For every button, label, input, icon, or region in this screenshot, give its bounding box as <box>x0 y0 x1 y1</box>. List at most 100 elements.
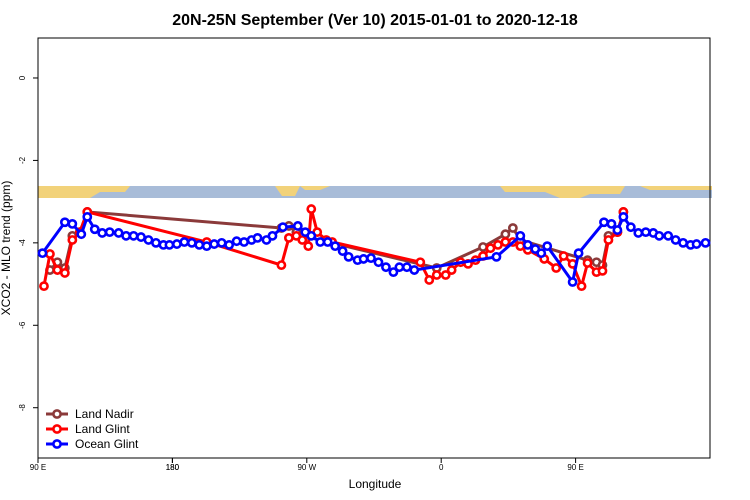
point <box>515 230 526 241</box>
legend-label: Ocean Glint <box>75 437 139 451</box>
point <box>45 249 55 259</box>
legend-label: Land Glint <box>75 422 130 436</box>
point <box>216 237 227 248</box>
y-tick-label: -2 <box>18 156 27 164</box>
point <box>303 241 314 252</box>
point <box>603 235 614 245</box>
point <box>315 237 326 247</box>
point <box>670 235 681 245</box>
point <box>82 211 93 222</box>
point <box>59 268 70 278</box>
y-axis-label: XCO2 - MLO trend (ppm) <box>0 181 13 316</box>
point <box>239 237 249 247</box>
point <box>493 240 503 250</box>
point <box>500 229 511 240</box>
point <box>52 265 63 275</box>
point <box>633 228 644 238</box>
point <box>485 243 496 254</box>
x-tick-label: 0 <box>439 463 444 472</box>
point <box>381 262 391 273</box>
point <box>640 227 651 238</box>
point <box>306 204 317 214</box>
point <box>500 237 511 247</box>
y-tick-label: -8 <box>18 404 27 412</box>
point <box>558 251 569 261</box>
point <box>582 258 593 268</box>
point <box>97 228 108 238</box>
plot-box <box>37 37 711 459</box>
point <box>164 240 175 250</box>
point <box>267 230 278 241</box>
point <box>136 232 146 242</box>
y-tick-label: -6 <box>18 321 27 329</box>
map-strip <box>38 186 712 198</box>
point <box>179 237 190 247</box>
point <box>171 239 182 249</box>
point <box>330 241 341 252</box>
point <box>394 262 405 273</box>
map-land <box>500 186 625 198</box>
point <box>59 217 70 228</box>
point <box>104 227 115 238</box>
point <box>491 251 502 262</box>
point <box>113 228 124 238</box>
point <box>128 230 139 241</box>
map-land <box>38 186 130 198</box>
map-land <box>275 186 300 196</box>
point <box>401 262 412 273</box>
point <box>186 237 197 248</box>
point <box>654 230 665 241</box>
point <box>143 235 154 245</box>
point <box>424 275 435 285</box>
point <box>37 248 48 259</box>
point <box>440 270 451 280</box>
legend-marker <box>52 409 62 419</box>
point <box>576 281 587 292</box>
point <box>567 277 578 287</box>
point <box>224 240 235 250</box>
point <box>306 230 317 241</box>
map-land <box>640 186 712 190</box>
point <box>409 265 420 275</box>
point <box>209 239 220 249</box>
x-tick-label: 90 E <box>30 463 46 472</box>
point <box>478 242 488 252</box>
point <box>431 270 442 280</box>
point <box>678 237 689 248</box>
point <box>121 230 132 241</box>
point <box>515 241 526 252</box>
point <box>231 236 242 247</box>
point <box>700 237 711 248</box>
point <box>597 265 608 276</box>
point <box>507 223 518 233</box>
point <box>612 225 623 235</box>
point <box>322 237 333 247</box>
point <box>691 239 702 249</box>
point <box>373 257 384 268</box>
point <box>252 233 263 243</box>
point <box>151 237 161 248</box>
point <box>89 224 100 235</box>
point <box>67 235 78 245</box>
point <box>283 233 294 243</box>
point <box>297 235 308 245</box>
point <box>278 222 288 233</box>
x-axis-label: Longitude <box>349 477 402 491</box>
point <box>276 260 287 271</box>
point <box>67 218 78 229</box>
point <box>388 267 399 278</box>
point <box>366 253 376 263</box>
point <box>536 248 547 259</box>
point <box>76 229 87 240</box>
series <box>37 211 711 287</box>
y-tick-label: -4 <box>18 239 27 247</box>
legend-label: Land Nadir <box>75 407 134 421</box>
map-land <box>300 186 330 190</box>
x-tick-label: 180 <box>166 463 180 472</box>
point <box>201 241 212 252</box>
point <box>606 218 617 229</box>
point <box>522 240 533 250</box>
legend-marker <box>52 424 62 434</box>
x-tick-label: 90 E <box>567 463 583 472</box>
